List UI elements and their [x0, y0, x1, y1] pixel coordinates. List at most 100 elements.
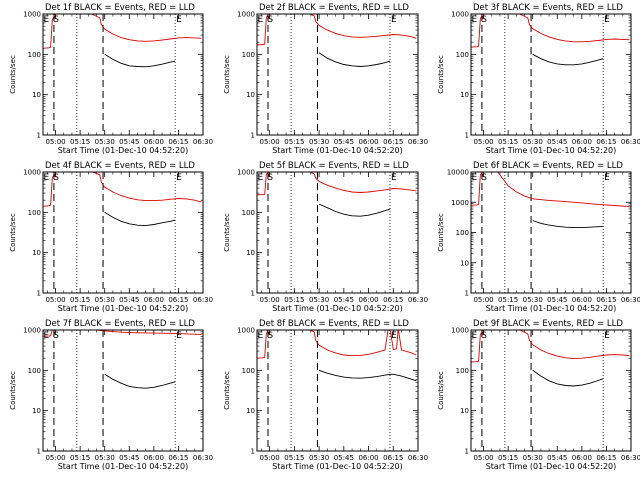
events-series-line — [104, 373, 176, 389]
y-tick-label: 10 — [460, 407, 469, 415]
x-tick-label: 06:30 — [408, 296, 428, 304]
x-tick-label: 05:00 — [45, 296, 65, 304]
x-tick-label: 05:45 — [334, 454, 354, 462]
x-tick-label: 05:30 — [523, 454, 543, 462]
x-tick-label: 05:45 — [334, 138, 354, 146]
flag-label: E — [604, 331, 610, 341]
x-tick-label: 06:00 — [144, 454, 164, 462]
y-tick-label: 1 — [465, 448, 469, 456]
x-tick-label: 05:30 — [523, 138, 543, 146]
x-tick-label: 05:15 — [284, 138, 304, 146]
events-series-line — [104, 211, 176, 227]
flag-label: S — [53, 331, 59, 341]
x-tick-label: 06:30 — [621, 454, 640, 462]
lld-series-line — [257, 172, 417, 196]
plot-frame — [470, 329, 632, 452]
y-tick-label: 100 — [28, 367, 41, 375]
x-axis-label: Start Time (01-Dec-10 04:52:20) — [58, 146, 189, 155]
y-tick-label: 1 — [465, 290, 469, 298]
x-tick-label: 05:30 — [95, 138, 115, 146]
y-axis-label: Counts/sec — [223, 371, 231, 410]
x-tick-label: 05:00 — [473, 296, 493, 304]
flag-label: E — [257, 331, 263, 341]
x-tick-label: 05:15 — [70, 296, 90, 304]
detector-panel: Det 8f BLACK = Events, RED = LLD Counts/s… — [223, 319, 428, 471]
detector-panel: Det 4f BLACK = Events, RED = LLD Counts/s… — [9, 161, 213, 313]
x-axis-label: Start Time (01-Dec-10 04:52:20) — [272, 146, 403, 155]
y-tick-label: 1000 — [23, 11, 41, 19]
flag-label: S — [481, 15, 487, 25]
y-tick-label: 10 — [460, 259, 469, 267]
y-tick-label: 1000 — [237, 169, 255, 177]
y-tick-label: 10 — [246, 249, 255, 257]
panel-title: Det 9f BLACK = Events, RED = LLD — [473, 319, 623, 329]
x-tick-label: 05:00 — [260, 454, 280, 462]
detector-panel: Det 7f BLACK = Events, RED = LLD Counts/s… — [9, 319, 213, 471]
panel-title: Det 5f BLACK = Events, RED = LLD — [259, 161, 409, 171]
detector-panel: Det 3f BLACK = Events, RED = LLD Counts/s… — [437, 3, 640, 155]
detector-panel: Det 1f BLACK = Events, RED = LLD Counts/s… — [9, 3, 213, 155]
x-tick-label: 05:15 — [498, 138, 518, 146]
plot-frame — [470, 13, 632, 136]
x-tick-label: 06:15 — [383, 454, 403, 462]
flag-label: E — [391, 173, 397, 183]
x-tick-label: 05:00 — [473, 454, 493, 462]
panel-title: Det 7f BLACK = Events, RED = LLD — [45, 319, 195, 329]
y-tick-label: 100 — [28, 209, 41, 217]
panel-title: Det 3f BLACK = Events, RED = LLD — [473, 3, 623, 13]
detector-panel: Det 2f BLACK = Events, RED = LLD Counts/s… — [223, 3, 428, 155]
y-tick-label: 100 — [242, 51, 255, 59]
lld-series-line — [43, 14, 202, 49]
x-tick-label: 05:00 — [473, 138, 493, 146]
flag-label: S — [267, 15, 273, 25]
y-tick-label: 10 — [32, 249, 41, 257]
y-axis-label: Counts/sec — [437, 371, 445, 410]
lld-series-line — [43, 330, 202, 337]
x-tick-label: 05:15 — [498, 296, 518, 304]
flag-label: E — [471, 331, 477, 341]
x-tick-label: 05:00 — [260, 296, 280, 304]
y-tick-label: 10 — [246, 407, 255, 415]
y-tick-label: 1 — [37, 132, 41, 140]
flag-label: S — [267, 173, 273, 183]
x-tick-label: 06:15 — [383, 296, 403, 304]
plot-frame — [256, 329, 419, 452]
x-tick-label: 05:45 — [547, 138, 567, 146]
plot-frame — [42, 171, 204, 294]
flag-label: E — [257, 173, 263, 183]
y-axis-label: Counts/sec — [223, 213, 231, 252]
flag-label: S — [53, 15, 59, 25]
x-tick-label: 05:15 — [284, 296, 304, 304]
x-tick-label: 06:15 — [596, 138, 616, 146]
y-tick-label: 1 — [251, 290, 255, 298]
panel-title: Det 6f BLACK = Events, RED = LLD — [473, 161, 623, 171]
x-tick-label: 06:30 — [193, 138, 213, 146]
y-axis-label: Counts/sec — [437, 55, 445, 94]
flag-label: E — [176, 173, 182, 183]
plot-frame — [256, 13, 419, 136]
x-tick-label: 05:30 — [309, 454, 329, 462]
events-series-line — [318, 52, 391, 67]
lld-series-line — [471, 14, 630, 48]
x-tick-label: 05:45 — [119, 296, 139, 304]
x-tick-label: 05:00 — [45, 138, 65, 146]
x-tick-label: 06:30 — [193, 454, 213, 462]
x-tick-label: 05:45 — [334, 296, 354, 304]
y-tick-label: 1000 — [23, 169, 41, 177]
events-series-line — [532, 369, 604, 387]
flag-label: E — [43, 331, 49, 341]
flag-label: E — [471, 173, 477, 183]
flag-label: E — [257, 15, 263, 25]
x-tick-label: 05:15 — [284, 454, 304, 462]
x-axis-label: Start Time (01-Dec-10 04:52:20) — [486, 304, 617, 313]
plot-frame — [470, 171, 632, 294]
y-tick-label: 10000 — [447, 169, 469, 177]
plot-frame — [256, 171, 419, 294]
y-tick-label: 100 — [456, 229, 469, 237]
x-tick-label: 06:00 — [572, 454, 592, 462]
y-axis-label: Counts/sec — [437, 213, 445, 252]
x-axis-label: Start Time (01-Dec-10 04:52:20) — [486, 462, 617, 471]
y-tick-label: 100 — [28, 51, 41, 59]
x-tick-label: 05:45 — [547, 296, 567, 304]
x-tick-label: 06:15 — [168, 454, 188, 462]
